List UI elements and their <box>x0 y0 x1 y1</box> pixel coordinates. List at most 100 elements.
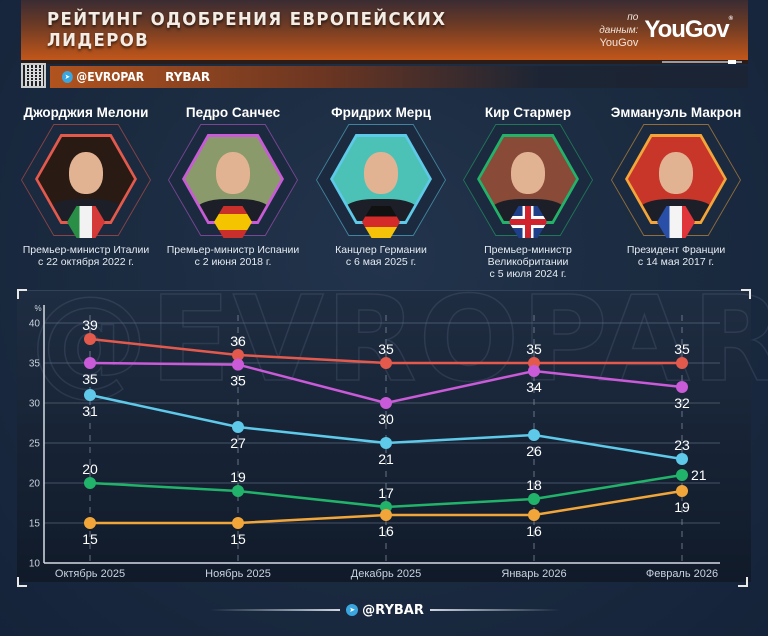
y-tick-label: 15 <box>29 519 41 530</box>
leader-card: Джорджия Мелони Премьер-министр Италии с… <box>11 105 161 268</box>
yougov-logo: YouGov® <box>644 16 734 44</box>
data-point[interactable] <box>232 358 244 371</box>
data-point[interactable] <box>380 397 392 409</box>
y-axis-unit: % <box>34 304 41 313</box>
data-point[interactable] <box>232 421 244 433</box>
role-line: Премьер-министр Италии <box>22 244 150 256</box>
leader-card: Кир Стармер Премьер-министр Великобритан… <box>453 105 603 280</box>
role-line: Премьер-министр <box>484 244 572 256</box>
role-line: Президент Франции <box>626 244 726 256</box>
telegram-icon: ➤ <box>346 604 359 616</box>
y-tick-label: 40 <box>29 319 41 330</box>
qr-code-icon[interactable] <box>21 63 46 88</box>
source-block: по данным: YouGov YouGov® <box>588 11 734 50</box>
y-tick-label: 25 <box>29 439 41 450</box>
data-point[interactable] <box>380 357 392 369</box>
leader-card: Эммануэль Макрон Президент Франции с 14 … <box>601 105 751 268</box>
data-label: 31 <box>82 403 98 419</box>
leader-role: Премьер-министр Италии с 22 октября 2022… <box>11 244 161 268</box>
data-label: 27 <box>230 435 246 451</box>
data-label: 39 <box>82 317 98 333</box>
x-tick-label: Декабрь 2025 <box>351 568 421 580</box>
data-point[interactable] <box>380 509 392 521</box>
data-point[interactable] <box>84 517 96 529</box>
footer-divider-right <box>429 609 561 611</box>
leader-name: Кир Стармер <box>484 105 572 120</box>
chart-panel <box>17 290 751 582</box>
leader-role: Премьер-министр Испании с 2 июня 2018 г. <box>158 244 308 268</box>
data-label: 26 <box>526 443 542 459</box>
source-prefix: по данным: <box>599 11 639 36</box>
data-label: 19 <box>674 499 690 515</box>
x-tick-label: Октябрь 2025 <box>55 568 125 580</box>
leader-portrait <box>21 124 151 238</box>
leader-card: Фридрих Мерц Канцлер Германии с 6 мая 20… <box>306 105 456 268</box>
data-point[interactable] <box>380 437 392 449</box>
y-tick-label: 10 <box>29 559 41 570</box>
data-label: 16 <box>526 523 542 539</box>
role-line: с 2 июня 2018 г. <box>194 256 272 268</box>
data-point[interactable] <box>528 493 540 505</box>
leaders-row: Джорджия Мелони Премьер-министр Италии с… <box>0 105 768 280</box>
data-label: 16 <box>378 523 394 539</box>
leader-portrait <box>316 124 446 238</box>
data-point[interactable] <box>676 357 688 369</box>
leader-portrait <box>611 124 741 238</box>
leader-name: Педро Санчес <box>185 105 281 120</box>
data-point[interactable] <box>84 357 96 369</box>
footer-handle-text: @RYBAR <box>362 602 424 618</box>
frame-corner <box>738 577 748 587</box>
data-point[interactable] <box>528 429 540 441</box>
data-point[interactable] <box>232 485 244 497</box>
y-tick-label: 35 <box>29 359 41 370</box>
leader-role: Канцлер Германии с 6 мая 2025 г. <box>306 244 456 268</box>
leader-role: Президент Франции с 14 мая 2017 г. <box>601 244 751 268</box>
role-line: Великобритании <box>487 256 569 268</box>
data-label: 15 <box>230 531 246 547</box>
data-point[interactable] <box>84 477 96 489</box>
footer-divider-left <box>210 609 341 611</box>
telegram-link-rybar[interactable]: ➤ @RYBAR <box>346 603 424 618</box>
data-label: 21 <box>378 451 394 467</box>
data-label: 36 <box>230 333 246 349</box>
page-title: РЕЙТИНГ ОДОБРЕНИЯ ЕВРОПЕЙСКИХ ЛИДЕРОВ <box>47 9 447 51</box>
telegram-handle: @EVROPAR <box>76 70 145 84</box>
leader-name: Фридрих Мерц <box>331 105 431 120</box>
source-text: по данным: YouGov <box>588 11 638 50</box>
photo-face <box>69 152 103 195</box>
photo-face <box>659 152 693 195</box>
frame-corner <box>17 289 27 299</box>
data-point[interactable] <box>528 509 540 521</box>
data-label: 18 <box>526 477 542 493</box>
leader-photo <box>185 137 281 221</box>
role-line: с 6 мая 2025 г. <box>345 256 417 268</box>
data-label: 17 <box>378 485 394 501</box>
leader-name: Эммануэль Макрон <box>610 105 742 120</box>
data-label: 35 <box>230 373 246 389</box>
data-point[interactable] <box>232 349 244 361</box>
data-point[interactable] <box>676 453 688 465</box>
role-line: Премьер-министр Испании <box>166 244 300 256</box>
telegram-link-evropar[interactable]: ➤ @EVROPAR <box>62 70 144 84</box>
data-point[interactable] <box>676 469 688 481</box>
data-point[interactable] <box>676 381 688 393</box>
source-name: YouGov <box>599 36 639 49</box>
yougov-logo-text: YouGov <box>644 16 729 43</box>
data-label: 23 <box>674 437 690 453</box>
registered-mark: ® <box>728 16 734 22</box>
frame-corner <box>17 577 27 587</box>
data-point[interactable] <box>84 389 96 401</box>
data-point[interactable] <box>84 333 96 345</box>
header-divider <box>21 60 748 64</box>
y-tick-label: 20 <box>29 479 41 490</box>
data-label: 34 <box>526 379 542 395</box>
data-point[interactable] <box>676 485 688 497</box>
data-point[interactable] <box>232 517 244 529</box>
data-label: 15 <box>82 531 98 547</box>
leader-portrait <box>463 124 593 238</box>
leader-role: Премьер-министр Великобритании с 5 июля … <box>453 244 603 280</box>
telegram-icon: ➤ <box>62 71 73 83</box>
role-line: с 14 мая 2017 г. <box>637 256 715 268</box>
data-point[interactable] <box>528 365 540 377</box>
